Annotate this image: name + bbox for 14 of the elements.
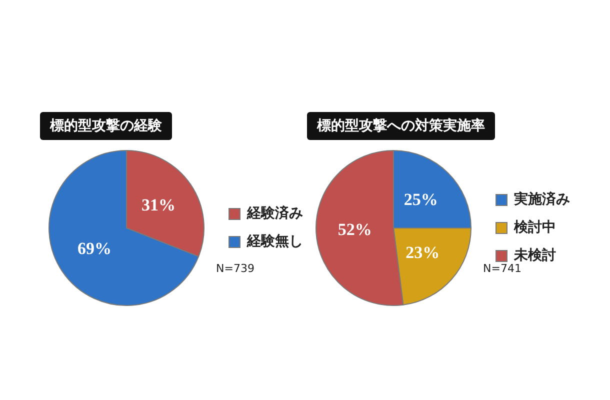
data-label: 23% (406, 243, 440, 262)
legend-label: 実施済み (514, 190, 570, 208)
legend-label: 検討中 (513, 220, 556, 236)
chart-title: 標的型攻撃への対策実施率 (307, 112, 495, 140)
data-label: 31% (142, 196, 176, 215)
legend-label: 経験無し (246, 234, 303, 250)
legend-label: 経験済み (246, 204, 303, 222)
text: N=741 (483, 262, 522, 275)
data-label: 52% (338, 220, 372, 239)
chart-title: 標的型攻撃の経験 (40, 112, 172, 140)
text: N=739 (216, 262, 254, 275)
legend-label: 未検討 (513, 248, 556, 264)
data-label: 69% (77, 239, 112, 258)
data-label: 25% (404, 190, 438, 209)
